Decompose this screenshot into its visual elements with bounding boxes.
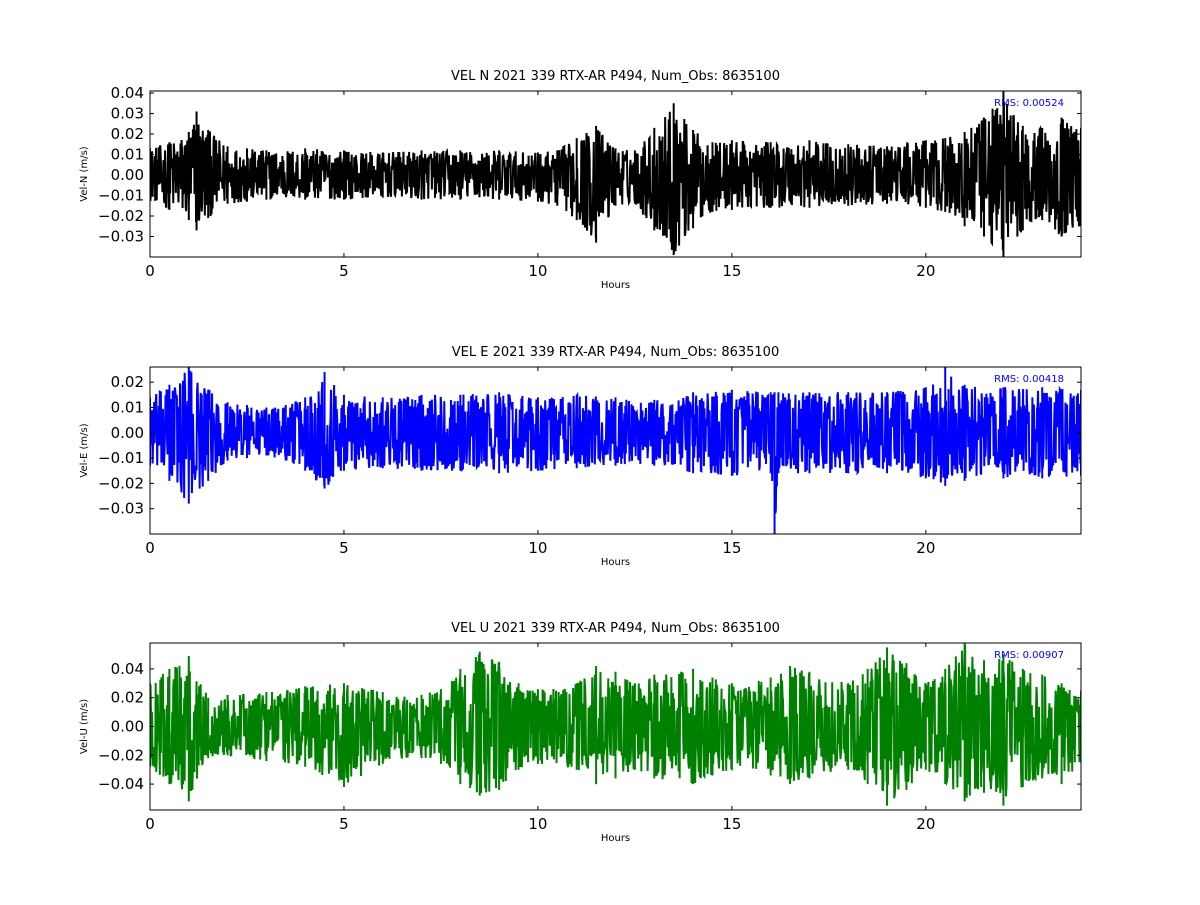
y-axis-label: Vel-N (m/s) — [79, 146, 90, 201]
y-tick-label: −0.02 — [98, 746, 144, 764]
x-tick-label: 5 — [339, 262, 349, 280]
y-tick-label: 0.00 — [111, 718, 144, 736]
x-tick-label: 15 — [722, 815, 741, 833]
x-tick-label: 20 — [916, 262, 935, 280]
series-line — [150, 367, 1081, 534]
y-tick-label: 0.04 — [111, 660, 144, 678]
x-axis-label: Hours — [601, 557, 630, 568]
x-axis-label: Hours — [601, 280, 630, 291]
x-tick-label: 10 — [528, 262, 547, 280]
y-tick-label: 0.00 — [111, 424, 144, 442]
x-tick-label: 0 — [145, 539, 155, 557]
y-tick-label: −0.02 — [98, 474, 144, 492]
y-tick-label: −0.03 — [98, 500, 144, 518]
y-tick-label: −0.01 — [98, 449, 144, 467]
y-tick-label: 0.04 — [111, 84, 144, 102]
rms-annotation: RMS: 0.00418 — [994, 374, 1064, 385]
y-tick-label: −0.01 — [98, 187, 144, 205]
x-tick-label: 15 — [722, 539, 741, 557]
x-tick-label: 15 — [722, 262, 741, 280]
series-line — [150, 643, 1081, 806]
x-axis-label: Hours — [601, 833, 630, 844]
chart-title: VEL N 2021 339 RTX-AR P494, Num_Obs: 863… — [451, 69, 780, 84]
y-tick-label: 0.02 — [111, 689, 144, 707]
x-tick-label: 0 — [145, 262, 155, 280]
x-tick-label: 5 — [339, 815, 349, 833]
y-axis-label: Vel-U (m/s) — [79, 699, 90, 754]
x-tick-label: 10 — [528, 815, 547, 833]
axes-frame — [149, 366, 1082, 535]
subplot-2: 0 5 10 15 20 −0.03 −0.02 −0.01 0.00 0.01 0.02 VEL E… — [79, 345, 1082, 568]
y-tick-label: −0.04 — [98, 775, 144, 793]
x-tick-label: 20 — [916, 539, 935, 557]
y-tick-label: 0.03 — [111, 105, 144, 123]
x-tick-label: 10 — [528, 539, 547, 557]
rms-annotation: RMS: 0.00907 — [994, 650, 1064, 661]
chart-title: VEL E 2021 339 RTX-AR P494, Num_Obs: 863… — [452, 345, 779, 360]
x-tick-label: 20 — [916, 815, 935, 833]
x-tick-label: 5 — [339, 539, 349, 557]
y-tick-label: 0.01 — [111, 146, 144, 164]
series-line — [150, 91, 1081, 257]
subplot-3: 0 5 10 15 20 −0.04 −0.02 0.00 0.02 0.04 VEL U 2021… — [79, 621, 1082, 844]
y-tick-label: 0.02 — [111, 373, 144, 391]
axes-frame — [149, 90, 1082, 258]
rms-annotation: RMS: 0.00524 — [994, 98, 1064, 109]
y-tick-label: −0.02 — [98, 207, 144, 225]
y-axis-label: Vel-E (m/s) — [79, 423, 90, 477]
x-tick-label: 0 — [145, 815, 155, 833]
chart-title: VEL U 2021 339 RTX-AR P494, Num_Obs: 863… — [451, 621, 780, 636]
y-tick-label: 0.01 — [111, 398, 144, 416]
y-tick-label: 0.02 — [111, 125, 144, 143]
y-tick-label: −0.03 — [98, 228, 144, 246]
y-tick-label: 0.00 — [111, 166, 144, 184]
subplot-1: 0 5 10 15 20 −0.03 −0.02 −0.01 0.00 0.01 0.02 0.03 0… — [79, 69, 1082, 291]
